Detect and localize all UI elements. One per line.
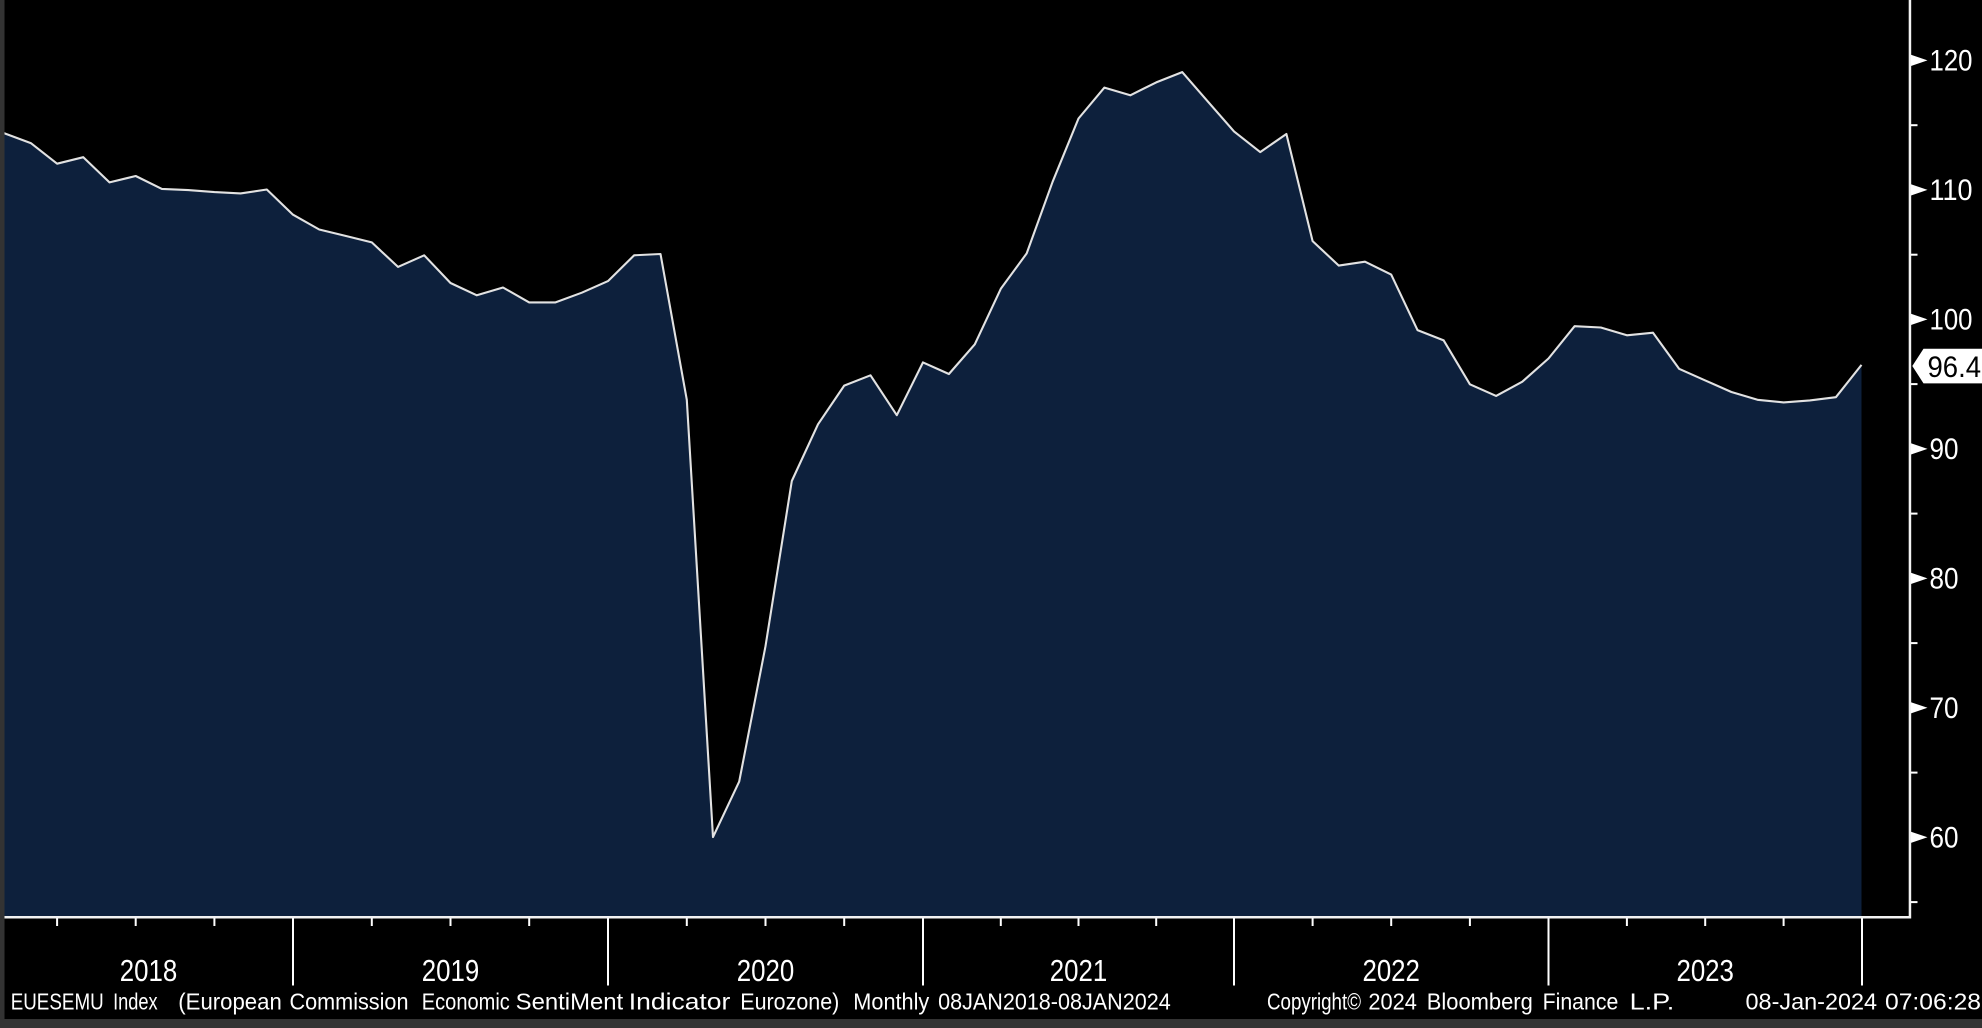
svg-text:2018: 2018 [120,953,178,988]
svg-text:Indicator: Indicator [629,989,731,1015]
svg-text:2019: 2019 [422,953,480,988]
svg-text:80: 80 [1930,563,1959,596]
svg-text:100: 100 [1930,304,1973,337]
svg-text:Eurozone): Eurozone) [740,989,839,1015]
svg-text:2020: 2020 [737,953,795,988]
svg-text:08-Jan-2024: 08-Jan-2024 [1746,989,1878,1015]
svg-text:110: 110 [1930,174,1973,207]
svg-text:Commission: Commission [290,989,409,1015]
svg-text:Economic: Economic [422,989,510,1015]
svg-text:120: 120 [1930,45,1973,78]
svg-text:2024: 2024 [1368,989,1417,1015]
svg-text:70: 70 [1930,692,1959,725]
svg-text:Monthly: Monthly [853,989,929,1015]
svg-text:Bloomberg: Bloomberg [1427,989,1533,1015]
svg-text:2023: 2023 [1676,953,1734,988]
svg-text:08JAN2018-08JAN2024: 08JAN2018-08JAN2024 [938,989,1171,1015]
svg-text:07:06:28: 07:06:28 [1885,989,1981,1015]
svg-text:90: 90 [1930,433,1959,466]
svg-text:60: 60 [1930,822,1959,855]
svg-text:2021: 2021 [1050,953,1108,988]
svg-text:(European: (European [178,989,281,1015]
svg-text:Index: Index [113,989,158,1015]
svg-text:2022: 2022 [1362,953,1420,988]
svg-text:L.P.: L.P. [1630,989,1675,1015]
svg-text:EUESEMU: EUESEMU [11,989,104,1015]
svg-text:96.4: 96.4 [1928,351,1982,384]
svg-text:SentiMent: SentiMent [516,989,624,1015]
svg-text:Copyright©: Copyright© [1267,989,1361,1015]
svg-text:Finance: Finance [1543,989,1619,1015]
